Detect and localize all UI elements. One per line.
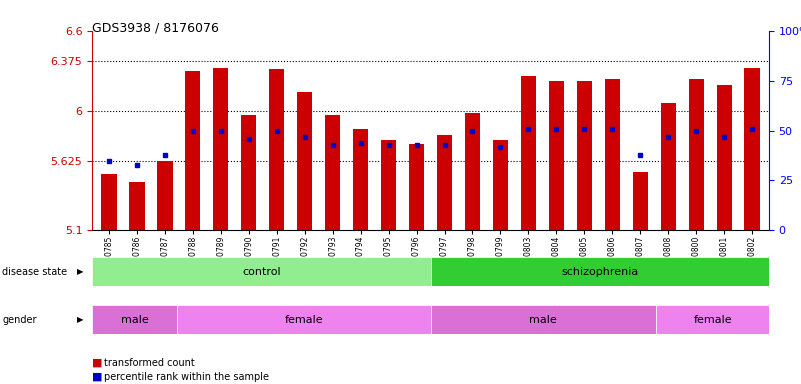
Bar bbox=[549, 81, 564, 230]
Bar bbox=[92, 257, 430, 286]
Text: disease state: disease state bbox=[2, 267, 67, 277]
Text: gender: gender bbox=[2, 315, 37, 325]
Bar bbox=[656, 305, 769, 334]
Text: control: control bbox=[242, 266, 280, 277]
Bar bbox=[409, 144, 425, 230]
Bar bbox=[353, 129, 368, 230]
Bar bbox=[437, 134, 453, 230]
Bar bbox=[661, 103, 676, 230]
Bar bbox=[605, 79, 620, 230]
Text: ■: ■ bbox=[92, 372, 103, 382]
Bar bbox=[129, 182, 144, 230]
Text: GDS3938 / 8176076: GDS3938 / 8176076 bbox=[92, 21, 219, 34]
Bar bbox=[92, 305, 177, 334]
Bar bbox=[717, 85, 732, 230]
Text: female: female bbox=[284, 314, 323, 325]
Text: percentile rank within the sample: percentile rank within the sample bbox=[104, 372, 269, 382]
Bar bbox=[465, 113, 480, 230]
Bar bbox=[577, 81, 592, 230]
Text: ■: ■ bbox=[92, 358, 103, 368]
Bar bbox=[213, 68, 228, 230]
Text: male: male bbox=[120, 314, 148, 325]
Bar bbox=[325, 114, 340, 230]
Bar bbox=[521, 76, 536, 230]
Text: male: male bbox=[529, 314, 557, 325]
Bar bbox=[430, 305, 656, 334]
Bar bbox=[177, 305, 430, 334]
Bar bbox=[744, 68, 760, 230]
Bar bbox=[157, 161, 172, 230]
Bar bbox=[241, 114, 256, 230]
Bar bbox=[297, 92, 312, 230]
Text: female: female bbox=[693, 314, 732, 325]
Bar bbox=[689, 79, 704, 230]
Bar bbox=[381, 140, 396, 230]
Text: ▶: ▶ bbox=[77, 315, 83, 324]
Bar bbox=[430, 257, 769, 286]
Text: transformed count: transformed count bbox=[104, 358, 195, 368]
Bar bbox=[269, 70, 284, 230]
Bar bbox=[101, 174, 117, 230]
Bar bbox=[633, 172, 648, 230]
Bar bbox=[493, 140, 508, 230]
Text: schizophrenia: schizophrenia bbox=[562, 266, 638, 277]
Text: ▶: ▶ bbox=[77, 267, 83, 276]
Bar bbox=[185, 71, 200, 230]
